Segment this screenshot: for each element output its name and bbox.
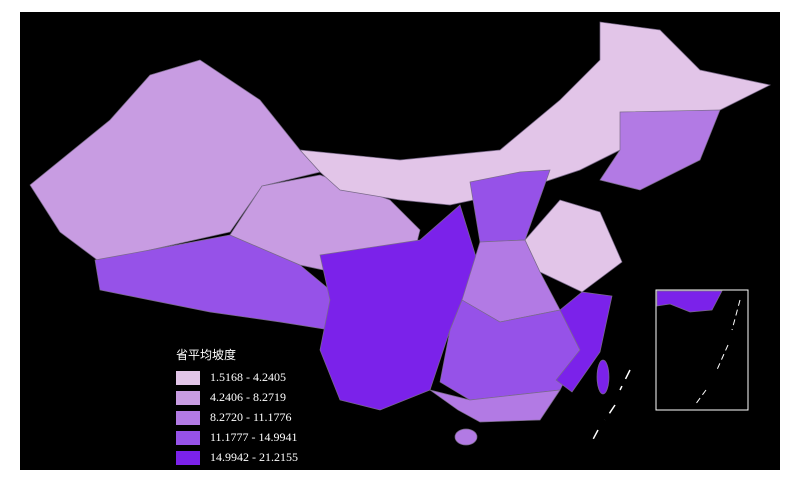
legend-swatch	[176, 391, 200, 405]
province	[454, 428, 478, 446]
legend-swatch	[176, 371, 200, 385]
boundary-line	[694, 299, 741, 406]
legend-swatch	[176, 431, 200, 445]
boundary-line	[589, 369, 631, 446]
province	[596, 359, 610, 395]
legend: 省平均坡度 1.5168 - 4.2405 4.2406 - 8.2719 8.27…	[176, 347, 298, 465]
legend-label: 11.1777 - 14.9941	[210, 430, 298, 444]
legend-swatch	[176, 411, 200, 425]
provinces	[29, 21, 772, 446]
inset-frame	[655, 289, 749, 411]
province	[599, 109, 721, 191]
legend-swatch	[176, 451, 200, 465]
legend-label: 14.9942 - 21.2155	[210, 450, 298, 464]
province	[319, 204, 481, 411]
province	[656, 290, 723, 313]
legend-label: 1.5168 - 4.2405	[210, 370, 286, 384]
legend-title: 省平均坡度	[176, 347, 236, 362]
legend-label: 4.2406 - 8.2719	[210, 390, 286, 404]
province	[555, 291, 613, 393]
province	[469, 169, 551, 243]
province	[429, 389, 561, 423]
inset-map	[655, 289, 749, 411]
legend-label: 8.2720 - 11.1776	[210, 410, 292, 424]
